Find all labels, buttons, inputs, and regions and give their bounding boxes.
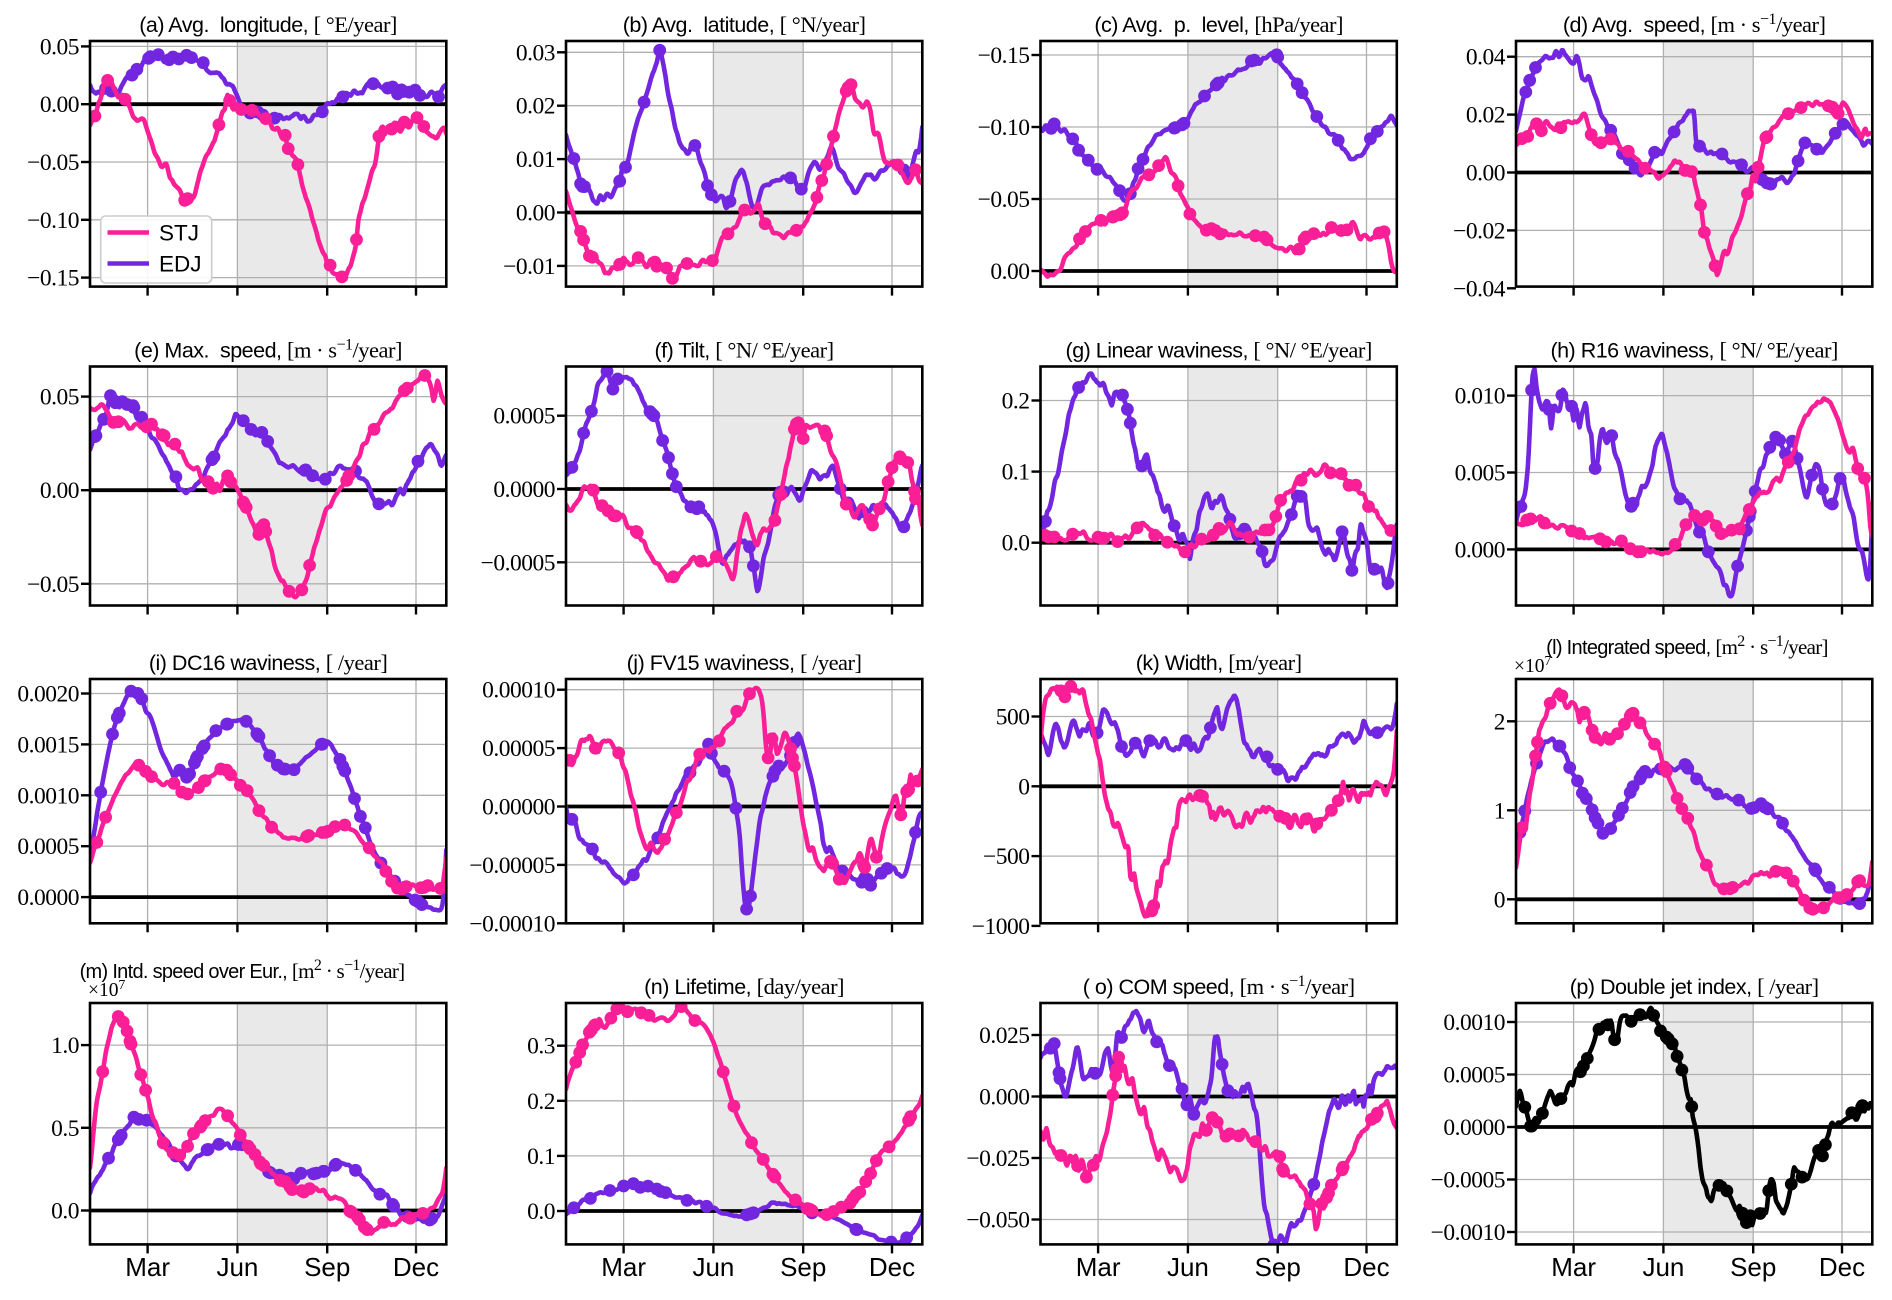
svg-text:0.00: 0.00 xyxy=(990,259,1029,285)
svg-text:1: 1 xyxy=(1494,798,1505,824)
svg-text:Dec: Dec xyxy=(1343,1252,1389,1282)
svg-text:0.00: 0.00 xyxy=(40,478,79,504)
svg-text:0.02: 0.02 xyxy=(516,94,555,120)
svg-text:Jun: Jun xyxy=(692,1252,734,1282)
svg-text:(a) Avg. longitude, [ °E/year: (a) Avg. longitude, [ °E/year] xyxy=(139,12,397,37)
svg-text:0.2: 0.2 xyxy=(1002,389,1030,415)
svg-text:0.0015: 0.0015 xyxy=(17,732,79,758)
svg-text:−0.10: −0.10 xyxy=(27,208,79,234)
svg-text:−0.01: −0.01 xyxy=(503,254,555,280)
svg-text:0.1: 0.1 xyxy=(1002,460,1030,486)
svg-text:0.0005: 0.0005 xyxy=(17,834,79,860)
svg-text:2: 2 xyxy=(1494,709,1505,735)
svg-text:0.010: 0.010 xyxy=(1455,384,1505,410)
svg-text:−0.15: −0.15 xyxy=(27,266,79,292)
svg-text:0.00000: 0.00000 xyxy=(482,795,555,821)
svg-text:0.01: 0.01 xyxy=(516,147,555,173)
svg-text:0.0010: 0.0010 xyxy=(1443,1010,1505,1036)
svg-text:0.000: 0.000 xyxy=(1455,537,1505,563)
svg-text:Jun: Jun xyxy=(216,1252,258,1282)
svg-text:0.005: 0.005 xyxy=(1455,461,1505,487)
svg-text:−0.0010: −0.0010 xyxy=(1431,1220,1505,1246)
svg-text:(h) R16 waviness, [ °N/ °E/yea: (h) R16 waviness, [ °N/ °E/year] xyxy=(1550,338,1838,363)
svg-text:Sep: Sep xyxy=(1255,1252,1301,1282)
svg-text:−0.15: −0.15 xyxy=(978,43,1030,69)
svg-text:0.0: 0.0 xyxy=(527,1199,555,1225)
svg-text:(n) Lifetime, [day/year]: (n) Lifetime, [day/year] xyxy=(644,974,844,999)
svg-text:−0.0005: −0.0005 xyxy=(1431,1168,1505,1194)
svg-text:−0.04: −0.04 xyxy=(1453,276,1506,302)
svg-text:(b) Avg. latitude, [ °N/year]: (b) Avg. latitude, [ °N/year] xyxy=(623,12,866,37)
svg-text:(p) Double jet index, [ /year]: (p) Double jet index, [ /year] xyxy=(1570,974,1819,999)
svg-text:500: 500 xyxy=(996,705,1030,731)
svg-text:0.0010: 0.0010 xyxy=(17,783,79,809)
svg-text:0.03: 0.03 xyxy=(516,40,555,66)
svg-text:(k) Width, [m/year]: (k) Width, [m/year] xyxy=(1136,650,1302,675)
svg-text:Sep: Sep xyxy=(304,1252,350,1282)
svg-text:−500: −500 xyxy=(983,844,1030,870)
svg-text:EDJ: EDJ xyxy=(159,252,202,277)
svg-text:0.0: 0.0 xyxy=(1002,531,1030,557)
svg-text:0.00: 0.00 xyxy=(516,201,555,227)
svg-text:0.000: 0.000 xyxy=(979,1085,1029,1111)
svg-text:−0.02: −0.02 xyxy=(1453,218,1505,244)
svg-text:0.00: 0.00 xyxy=(40,92,79,118)
svg-text:(g) Linear waviness, [ °N/ °E/: (g) Linear waviness, [ °N/ °E/year] xyxy=(1066,338,1372,363)
svg-text:Sep: Sep xyxy=(780,1252,826,1282)
svg-text:−0.05: −0.05 xyxy=(978,187,1030,213)
svg-text:0.0000: 0.0000 xyxy=(1443,1115,1505,1141)
svg-text:(d) Avg. speed, [m · s−1/year: (d) Avg. speed, [m · s−1/year] xyxy=(1563,11,1826,38)
svg-text:(e) Max. speed, [m · s−1/year: (e) Max. speed, [m · s−1/year] xyxy=(134,336,402,363)
svg-text:0.025: 0.025 xyxy=(979,1023,1029,1049)
svg-text:(i) DC16 waviness, [ /year]: (i) DC16 waviness, [ /year] xyxy=(149,650,387,675)
svg-text:Mar: Mar xyxy=(125,1252,170,1282)
svg-text:(j) FV15 waviness, [ /year]: (j) FV15 waviness, [ /year] xyxy=(627,650,862,675)
svg-text:0.5: 0.5 xyxy=(51,1116,79,1142)
svg-text:Sep: Sep xyxy=(1730,1252,1776,1282)
svg-text:−0.10: −0.10 xyxy=(978,115,1030,141)
svg-text:−0.00010: −0.00010 xyxy=(469,911,555,937)
svg-text:0: 0 xyxy=(1018,774,1029,800)
svg-text:(l) Integrated speed, [m2 · s−: (l) Integrated speed, [m2 · s−1/year] xyxy=(1546,633,1828,660)
svg-text:Mar: Mar xyxy=(601,1252,646,1282)
svg-text:−0.025: −0.025 xyxy=(966,1146,1029,1172)
svg-text:−0.050: −0.050 xyxy=(966,1208,1029,1234)
svg-text:0.0000: 0.0000 xyxy=(17,885,79,911)
svg-text:0.0005: 0.0005 xyxy=(1443,1063,1505,1089)
svg-text:(f) Tilt, [ °N/ °E/year]: (f) Tilt, [ °N/ °E/year] xyxy=(655,338,834,363)
svg-text:0.1: 0.1 xyxy=(527,1144,555,1170)
svg-text:0.0000: 0.0000 xyxy=(493,477,555,503)
svg-text:( o) COM speed, [m · s−1/year]: ( o) COM speed, [m · s−1/year] xyxy=(1083,973,1355,1000)
svg-text:Jun: Jun xyxy=(1167,1252,1209,1282)
svg-text:STJ: STJ xyxy=(159,221,199,246)
svg-text:0.05: 0.05 xyxy=(40,385,79,411)
svg-text:Jun: Jun xyxy=(1642,1252,1684,1282)
svg-text:−1000: −1000 xyxy=(972,914,1030,940)
svg-text:−0.0005: −0.0005 xyxy=(481,550,555,576)
svg-text:0.0020: 0.0020 xyxy=(17,682,79,708)
svg-text:0.02: 0.02 xyxy=(1466,103,1505,129)
svg-text:0.04: 0.04 xyxy=(1466,45,1506,71)
svg-text:0.2: 0.2 xyxy=(527,1089,555,1115)
svg-text:0.3: 0.3 xyxy=(527,1034,555,1060)
svg-text:0.00005: 0.00005 xyxy=(482,736,555,762)
svg-text:Mar: Mar xyxy=(1551,1252,1596,1282)
svg-text:1.0: 1.0 xyxy=(51,1033,79,1059)
svg-text:Mar: Mar xyxy=(1076,1252,1121,1282)
svg-text:−0.05: −0.05 xyxy=(27,572,79,598)
svg-text:0.00010: 0.00010 xyxy=(482,678,555,704)
svg-text:0: 0 xyxy=(1494,887,1505,913)
svg-text:0.00: 0.00 xyxy=(1466,161,1505,187)
svg-text:(c) Avg. p. level, [hPa/year: (c) Avg. p. level, [hPa/year] xyxy=(1094,12,1343,37)
svg-text:0.0: 0.0 xyxy=(51,1199,79,1225)
svg-text:−0.00005: −0.00005 xyxy=(469,853,555,879)
svg-text:−0.05: −0.05 xyxy=(27,150,79,176)
svg-text:Dec: Dec xyxy=(1819,1252,1865,1282)
svg-text:0.0005: 0.0005 xyxy=(493,404,555,430)
svg-text:Dec: Dec xyxy=(393,1252,439,1282)
svg-text:0.05: 0.05 xyxy=(40,34,79,60)
svg-text:Dec: Dec xyxy=(869,1252,915,1282)
